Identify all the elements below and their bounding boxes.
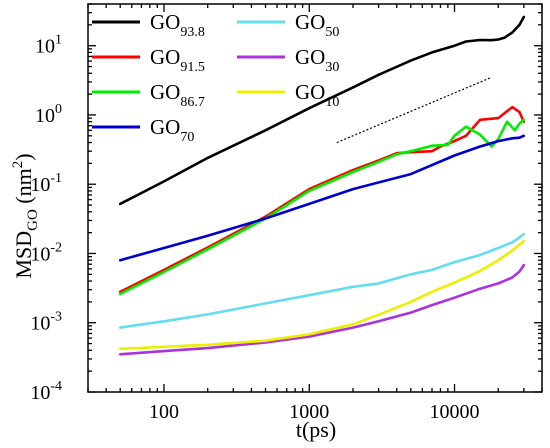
y-tick-exp: -2 <box>50 240 62 255</box>
legend-label-86.7: GO86.7 <box>150 80 205 110</box>
series-line-go-10 <box>118 240 526 351</box>
y-tick-base: 10 <box>30 243 50 265</box>
legend-label-91.5: GO91.5 <box>150 45 205 75</box>
series-line-go-50 <box>118 232 526 329</box>
y-axis-title-sup: 2 <box>10 161 26 169</box>
series-line-go-86.7 <box>118 118 526 296</box>
legend-label-main: GO <box>150 80 180 104</box>
y-axis-title-main: MSD <box>11 231 36 279</box>
legend-label-main: GO <box>150 115 180 139</box>
y-tick-label: 101 <box>35 33 62 58</box>
legend-label-sub: 50 <box>325 25 339 40</box>
legend-label-70: GO70 <box>150 115 194 145</box>
y-tick-exp: -1 <box>50 171 62 186</box>
y-tick-base: 10 <box>35 105 55 127</box>
y-axis-title: MSDGO (nm2) <box>10 153 41 278</box>
legend-label-sub: 93.8 <box>180 25 205 40</box>
plot-frame <box>87 3 543 393</box>
y-tick-label: 10-4 <box>30 379 62 404</box>
axis-titles: t(ps) MSDGO (nm2) <box>10 153 336 442</box>
y-tick-exp: -3 <box>50 310 62 325</box>
x-tick-label: 1000 <box>289 401 329 423</box>
x-tick-label: 10000 <box>430 401 480 423</box>
legend-label-50: GO50 <box>295 10 339 40</box>
y-axis-title-unit: (nm <box>11 168 36 209</box>
y-tick-label: 10-2 <box>30 240 62 265</box>
series-line-go-70 <box>118 134 526 262</box>
y-tick-base: 10 <box>30 313 50 335</box>
x-axis-title: t(ps) <box>296 417 336 442</box>
legend-label-sub: 91.5 <box>180 60 205 75</box>
legend-label-main: GO <box>295 45 325 69</box>
legend-label-10: GO10 <box>295 80 339 110</box>
y-axis-title-close: ) <box>11 153 36 160</box>
legend-label-main: GO <box>295 10 325 34</box>
series-line-go-93.8 <box>118 15 526 206</box>
legend-label-sub: 30 <box>325 60 339 75</box>
y-tick-base: 10 <box>30 174 50 196</box>
legend-label-30: GO30 <box>295 45 339 75</box>
y-tick-base: 10 <box>35 36 55 58</box>
y-axis-title-sub: GO <box>25 209 41 231</box>
y-tick-label: 10-1 <box>30 171 62 196</box>
legend-label-sub: 70 <box>180 130 194 145</box>
legend-label-main: GO <box>150 45 180 69</box>
legend-label-93.8: GO93.8 <box>150 10 205 40</box>
legend-label-sub: 10 <box>325 95 339 110</box>
y-tick-exp: -4 <box>50 379 62 394</box>
legend-label-main: GO <box>295 80 325 104</box>
x-tick-label: 100 <box>149 401 179 423</box>
y-tick-base: 10 <box>30 382 50 404</box>
series-layer <box>118 15 526 356</box>
y-tick-exp: 1 <box>55 33 62 48</box>
legend-label-main: GO <box>150 10 180 34</box>
legend-label-sub: 86.7 <box>180 95 205 110</box>
y-tick-label: 100 <box>35 102 62 127</box>
y-tick-label: 10-3 <box>30 310 62 335</box>
series-line-go-30 <box>118 263 526 356</box>
y-tick-exp: 0 <box>55 102 62 117</box>
